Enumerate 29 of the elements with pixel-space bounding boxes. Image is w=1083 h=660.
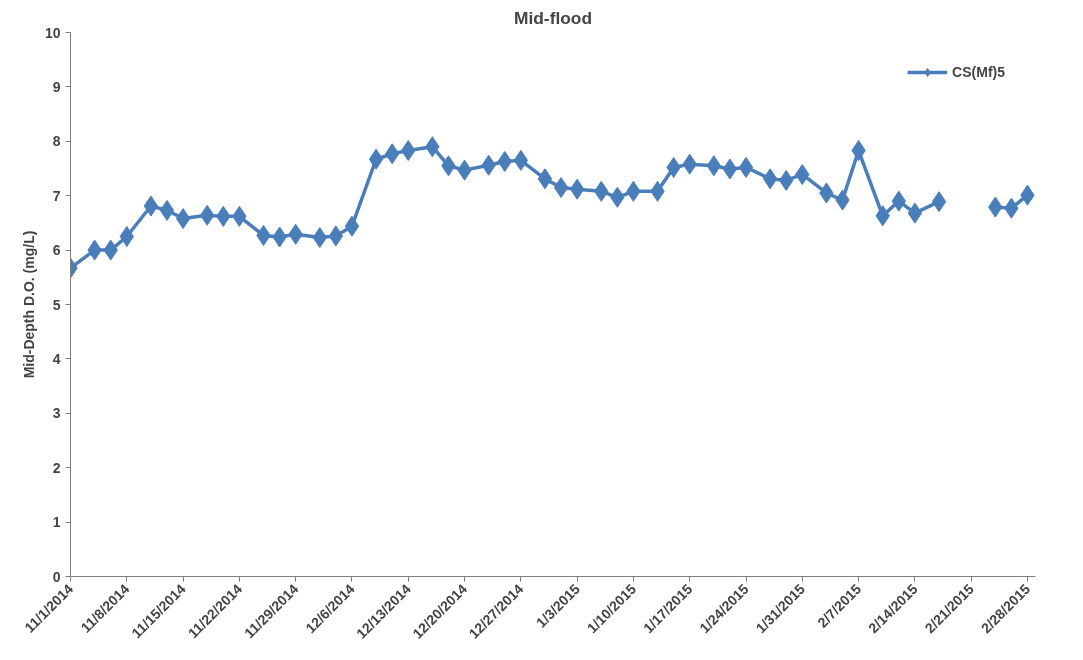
- y-tick-label: 2: [52, 459, 61, 476]
- y-axis-title: Mid-Depth D.O. (mg/L): [20, 230, 37, 379]
- point: [328, 225, 344, 247]
- y-tick-label: 4: [52, 350, 61, 367]
- point: [368, 148, 384, 170]
- point: [159, 199, 175, 221]
- point: [738, 156, 754, 178]
- y-tick-label: 7: [52, 187, 61, 204]
- point: [553, 177, 569, 199]
- point: [907, 202, 923, 224]
- y-tick-label: 0: [52, 568, 61, 585]
- point: [931, 191, 947, 213]
- y-tick-label: 3: [52, 405, 61, 422]
- point: [175, 208, 191, 230]
- point: [762, 168, 778, 190]
- y-tick-label: 9: [52, 78, 61, 95]
- point: [143, 195, 159, 217]
- point: [569, 178, 585, 200]
- y-tick-label: 5: [52, 296, 61, 313]
- point: [119, 226, 134, 247]
- y-tick-label: 8: [52, 133, 61, 150]
- point: [722, 158, 738, 180]
- legend-label: CS(Mf)5: [952, 64, 1005, 80]
- point: [537, 168, 553, 190]
- y-tick-label: 10: [44, 24, 61, 41]
- y-tick-label: 6: [52, 242, 61, 259]
- y-tick-label: 1: [52, 514, 61, 531]
- chart-title: Mid-flood: [514, 7, 592, 28]
- point: [344, 215, 360, 237]
